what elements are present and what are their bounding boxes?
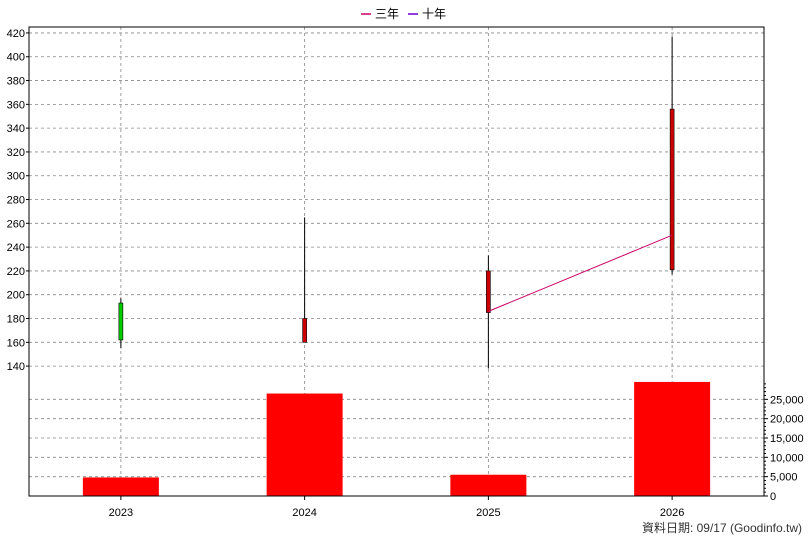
price-tick-label: 380 [7,76,25,88]
legend: 三年 十年 [361,7,446,21]
x-tick-label: 2024 [292,507,316,519]
volume-tick-label: 0 [770,491,776,503]
price-tick-label: 260 [7,218,25,230]
volume-bar-2023 [82,477,159,496]
volume-bar-2024 [266,393,343,496]
volume-bar-2025 [450,474,527,496]
price-tick-label: 240 [7,242,25,254]
source-footer: 資料日期: 09/17 (Goodinfo.tw) [642,521,802,535]
price-tick-label: 400 [7,52,25,64]
price-tick-label: 140 [7,361,25,373]
average-lines [488,234,673,312]
price-tick-label: 180 [7,314,25,326]
candlesticks [118,36,675,369]
volume-tick-label: 20,000 [770,414,804,426]
series-line-three-year [488,234,673,312]
price-tick-label: 340 [7,123,25,135]
price-axis: 140 160 180 200 220 240 260 280 300 320 340 360 380 4… [7,28,29,373]
volume-tick-label: 25,000 [770,394,804,406]
volume-tick-label: 10,000 [770,452,804,464]
price-tick-label: 220 [7,266,25,278]
x-tick-label: 2026 [660,507,684,519]
volume-bar-2026 [634,381,711,496]
volume-tick-label: 15,000 [770,433,804,445]
x-axis: 2023 2024 2025 2026 [109,496,684,519]
volume-axis: 0 5,000 10,000 15,000 20,000 25,000 [764,383,804,503]
price-tick-label: 360 [7,99,25,111]
x-tick-label: 2023 [109,507,133,519]
legend-label-three-year: 三年 [375,7,399,21]
price-tick-label: 160 [7,337,25,349]
price-tick-label: 300 [7,171,25,183]
legend-label-ten-year: 十年 [422,7,446,21]
candle-body-2023 [118,302,124,341]
candle-body-2025 [486,270,491,313]
price-tick-label: 420 [7,28,25,40]
x-tick-label: 2025 [476,507,500,519]
price-tick-label: 200 [7,290,25,302]
plot-frame [28,26,765,497]
candle-body-2024 [302,318,307,343]
price-tick-label: 280 [7,195,25,207]
price-tick-label: 320 [7,147,25,159]
volume-bars [82,381,711,496]
candle-body-2026 [669,108,675,271]
volume-tick-label: 5,000 [770,472,798,484]
